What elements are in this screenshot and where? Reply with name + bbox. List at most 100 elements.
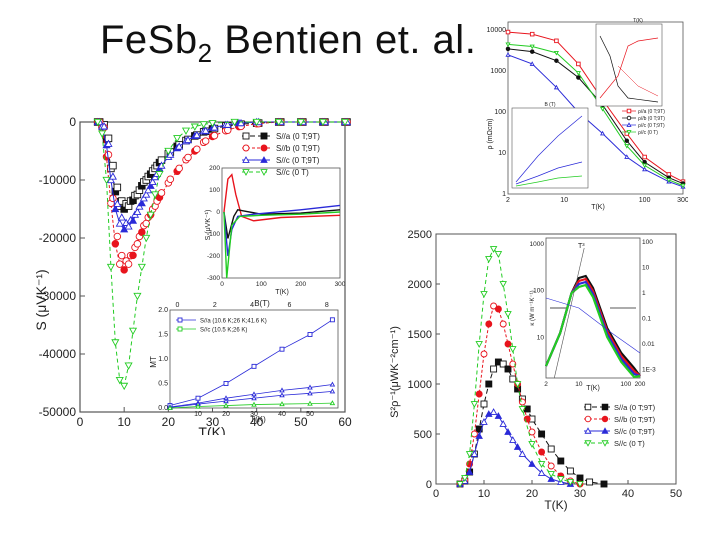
data-point xyxy=(528,460,536,467)
resistivity-point xyxy=(554,58,559,63)
data-point xyxy=(193,145,201,154)
inset-mr-y-tick-label: 0.5 xyxy=(158,381,168,388)
x-tick-label: 100 xyxy=(639,197,651,204)
data-point xyxy=(557,476,565,483)
resistivity-point xyxy=(680,183,686,189)
y-tick-label: -20000 xyxy=(39,231,77,245)
data-point xyxy=(201,137,210,145)
inset-y-tick-label: -200 xyxy=(207,253,220,260)
data-point xyxy=(576,481,584,488)
inset-mr-point xyxy=(329,388,336,394)
data-point xyxy=(547,471,555,478)
inset-kappa-t3-label: T³ xyxy=(578,243,585,250)
legend-entry: S//c (0 T;9T) xyxy=(614,427,655,436)
data-point xyxy=(146,181,155,189)
data-point xyxy=(537,461,546,468)
data-point xyxy=(115,377,124,385)
inset-series-line xyxy=(223,211,341,279)
data-point xyxy=(108,172,117,180)
legend-marker xyxy=(584,427,592,434)
data-point xyxy=(98,130,107,138)
legend-marker xyxy=(601,415,609,423)
x-tick-label: 40 xyxy=(250,415,264,429)
data-point xyxy=(494,305,502,313)
data-point xyxy=(115,219,124,227)
inset-rho-mr-frame xyxy=(511,107,589,189)
inset-y2-tick-label: 100 xyxy=(642,239,653,246)
inset-mr-top-tick-label: 8 xyxy=(325,302,329,309)
resistivity-ylabel: ρ (mΩcm) xyxy=(487,119,494,150)
data-point xyxy=(175,164,183,173)
inset-mr-y-tick-label: 1.0 xyxy=(158,356,168,363)
legend-marker xyxy=(601,427,609,434)
inset-y2-tick-label: 10 xyxy=(642,264,650,271)
data-point xyxy=(547,462,555,470)
data-point xyxy=(600,480,608,488)
data-point xyxy=(252,118,261,127)
resistivity-point xyxy=(576,61,581,67)
inset-hall-frame xyxy=(595,23,663,107)
data-point xyxy=(504,428,512,435)
data-point xyxy=(480,400,488,408)
resistivity-point xyxy=(575,71,581,76)
inset-mr-point xyxy=(307,400,313,406)
data-point xyxy=(184,153,192,162)
inset-y2-tick-label: 0.01 xyxy=(642,341,655,348)
series-line xyxy=(459,305,581,485)
data-point xyxy=(480,291,488,298)
inset-series-line xyxy=(223,204,341,257)
data-point xyxy=(93,118,102,127)
legend-entry: S//b (0 T;9T) xyxy=(276,144,320,153)
y-tick-label: 2500 xyxy=(408,229,432,241)
x-tick-label: 30 xyxy=(574,488,586,500)
inset-x-tick-label: 2 xyxy=(544,381,548,388)
resistivity-point xyxy=(553,50,559,56)
inset-thermo-frame xyxy=(221,167,341,279)
data-point xyxy=(129,251,137,260)
resistivity-point xyxy=(600,106,606,112)
data-point xyxy=(133,292,142,301)
power-factor-plot-frame xyxy=(435,233,677,485)
data-point xyxy=(494,412,503,419)
inset-mr-y-tick-label: 0.0 xyxy=(158,405,168,412)
data-point xyxy=(102,176,111,185)
inset-mr-point xyxy=(279,387,285,393)
inset-y-tick-label: -100 xyxy=(207,231,220,238)
data-point xyxy=(485,380,493,388)
inset-mr-point xyxy=(251,401,257,407)
data-point xyxy=(117,213,126,221)
inset-mr-point xyxy=(223,402,229,408)
data-point xyxy=(296,118,305,127)
inset-x-tick-label: 200 xyxy=(635,381,646,388)
data-point xyxy=(480,418,488,425)
data-point xyxy=(144,185,153,194)
data-point xyxy=(528,428,536,436)
data-point xyxy=(115,260,124,268)
inset-mr-point xyxy=(329,317,335,323)
inset-mr-point xyxy=(307,384,313,390)
data-point xyxy=(576,474,584,482)
thermopower-ylabel: S (μVK⁻¹) xyxy=(33,269,49,330)
inset-x-tick-label: 100 xyxy=(256,281,267,288)
thermopower-figure: 0 10 20 30 40 50 600-10000-20000-30000-40000-5… xyxy=(30,100,360,435)
inset-y2-tick-label: 1E-3 xyxy=(642,366,656,373)
inset-y-tick-label: 100 xyxy=(209,187,220,194)
inset-x-tick-label: 300 xyxy=(335,281,346,288)
data-point xyxy=(128,216,138,224)
resistivity-point xyxy=(642,166,648,172)
x-tick-label: 20 xyxy=(526,488,538,500)
inset-rho-mr-line xyxy=(515,115,583,183)
y-tick-label: 1000 xyxy=(408,379,432,391)
y-tick-label: -10000 xyxy=(39,173,77,187)
legend-entry: ρ//c (0 T;9T) xyxy=(638,123,665,129)
data-point xyxy=(494,251,503,258)
x-tick-label: 30 xyxy=(206,415,220,429)
legend-marker xyxy=(260,156,268,163)
data-point xyxy=(190,123,199,131)
power-factor-ticks: 0 10 20 30 40 50 2500 2000 1500 1000 500 0 xyxy=(408,229,683,500)
data-point xyxy=(499,360,507,368)
y-tick-label: 2000 xyxy=(408,279,432,291)
resistivity-point xyxy=(553,84,559,90)
power-factor-ylabel: S²ρ⁻¹(μWK⁻²cm⁻¹) xyxy=(389,326,401,418)
data-point xyxy=(137,198,146,207)
